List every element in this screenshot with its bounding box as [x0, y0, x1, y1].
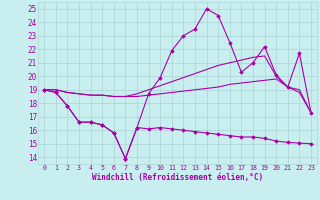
- X-axis label: Windchill (Refroidissement éolien,°C): Windchill (Refroidissement éolien,°C): [92, 173, 263, 182]
